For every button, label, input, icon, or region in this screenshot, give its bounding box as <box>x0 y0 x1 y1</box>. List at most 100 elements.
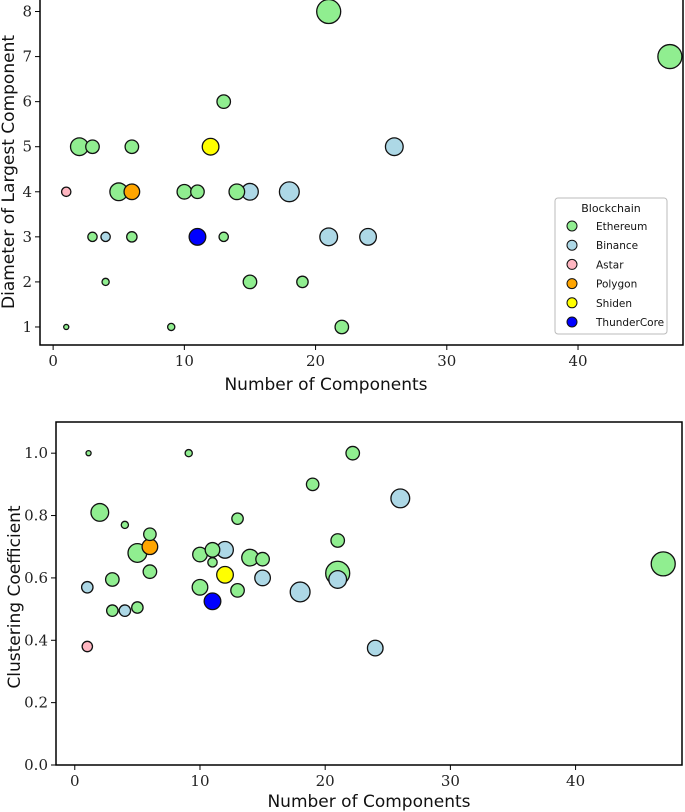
data-point-binance <box>278 181 300 203</box>
data-point-ethereum <box>330 533 346 548</box>
data-point-ethereum <box>190 184 205 200</box>
legend-label-binance: Binance <box>596 240 638 252</box>
data-point-ethereum <box>124 139 140 155</box>
legend-marker-thundercore <box>566 316 578 328</box>
data-point-binance <box>384 137 404 157</box>
data-point-binance <box>366 639 384 657</box>
data-point-astar <box>60 186 72 198</box>
data-point-ethereum <box>126 231 138 243</box>
y-tick-label: 5 <box>22 138 32 156</box>
legend-label-thundercore: ThunderCore <box>595 317 664 329</box>
x-tick-label: 40 <box>566 772 585 790</box>
x-axis-label: Number of Components <box>224 375 427 395</box>
y-tick-label: 3 <box>22 228 32 246</box>
legend-label-astar: Astar <box>596 259 624 271</box>
data-point-binance <box>319 227 339 247</box>
x-tick-label: 40 <box>568 352 587 370</box>
data-point-polygon <box>123 183 141 201</box>
legend-marker-shiden <box>566 297 578 309</box>
data-point-thundercore <box>188 227 207 246</box>
y-tick-label: 2 <box>22 273 32 291</box>
data-point-ethereum <box>207 557 218 568</box>
y-axis-label: Clustering Coefficient <box>5 505 25 688</box>
y-tick-label: 0.8 <box>24 507 48 525</box>
data-point-ethereum <box>101 277 110 287</box>
y-tick-label: 1 <box>22 318 32 336</box>
x-tick-label: 30 <box>441 772 460 790</box>
x-axis-label: Number of Components <box>267 792 470 812</box>
data-point-polygon <box>141 538 159 556</box>
data-point-binance <box>359 227 378 246</box>
legend: Blockchain Ethereum Binance Astar Polygon Sh… <box>554 197 668 335</box>
legend-title: Blockchain <box>581 202 641 215</box>
data-point-ethereum <box>85 139 100 155</box>
data-point-ethereum <box>131 601 144 614</box>
data-point-thundercore <box>203 592 222 611</box>
y-tick-label: 0.4 <box>24 631 48 649</box>
legend-label-shiden: Shiden <box>596 298 632 310</box>
data-point-ethereum <box>216 94 232 110</box>
data-point-ethereum <box>105 604 119 618</box>
x-tick-label: 20 <box>316 772 335 790</box>
data-point-binance <box>254 569 272 587</box>
y-tick-label: 0.0 <box>24 756 48 774</box>
x-tick-label: 0 <box>70 772 80 790</box>
y-tick-label: 4 <box>22 183 32 201</box>
x-tick-label: 10 <box>190 772 209 790</box>
data-point-ethereum <box>142 564 158 580</box>
data-point-ethereum <box>334 319 350 335</box>
legend-marker-ethereum <box>566 220 578 232</box>
data-point-ethereum <box>305 477 320 492</box>
data-point-ethereum <box>231 512 244 526</box>
data-point-binance <box>328 569 348 589</box>
legend-box <box>554 197 668 335</box>
data-point-ethereum <box>255 551 270 567</box>
y-axis-label: Diameter of Largest Component <box>0 35 19 309</box>
y-tick-label: 7 <box>22 48 32 66</box>
y-tick-label: 6 <box>22 93 32 111</box>
data-point-ethereum <box>166 322 176 332</box>
data-point-ethereum <box>87 231 98 243</box>
clustering-chart: 0.0 0.2 0.4 0.6 0.8 1.0 0 10 20 30 40 Number of C… <box>5 421 683 812</box>
legend-label-polygon: Polygon <box>596 279 637 291</box>
data-point-ethereum <box>85 449 92 457</box>
legend-marker-astar <box>566 258 578 270</box>
data-point-binance <box>118 604 132 618</box>
y-tick-label: 1.0 <box>24 444 48 462</box>
data-point-astar <box>81 640 94 653</box>
data-point-binance <box>390 488 411 509</box>
y-tick-label: 8 <box>22 3 32 21</box>
data-point-ethereum <box>104 572 120 587</box>
data-point-ethereum <box>650 551 676 577</box>
data-point-ethereum <box>90 502 110 522</box>
legend-marker-polygon <box>566 278 578 290</box>
data-point-shiden <box>216 565 234 584</box>
x-tick-label: 30 <box>437 352 456 370</box>
data-point-ethereum <box>143 527 157 542</box>
x-tick-label: 20 <box>306 352 325 370</box>
data-point-ethereum <box>120 520 130 530</box>
data-point-ethereum <box>191 578 209 596</box>
legend-marker-binance <box>566 239 578 251</box>
data-point-ethereum <box>204 541 221 558</box>
data-point-ethereum <box>218 231 230 243</box>
data-point-binance <box>289 581 311 603</box>
data-point-binance <box>100 231 111 243</box>
x-tick-label: 10 <box>175 352 194 370</box>
data-point-shiden <box>201 137 220 156</box>
data-point-ethereum <box>228 183 246 201</box>
legend-label-ethereum: Ethereum <box>596 221 647 233</box>
plot-frame <box>39 0 684 346</box>
data-point-ethereum <box>63 323 70 331</box>
data-point-ethereum <box>316 0 342 25</box>
data-point-ethereum <box>230 582 245 598</box>
data-point-ethereum <box>657 43 683 70</box>
data-point-ethereum <box>345 445 361 461</box>
y-tick-label: 0.6 <box>24 569 48 587</box>
data-point-binance <box>80 580 94 594</box>
x-tick-label: 0 <box>48 352 58 370</box>
data-point-ethereum <box>242 274 258 290</box>
plot-frame <box>55 421 683 766</box>
